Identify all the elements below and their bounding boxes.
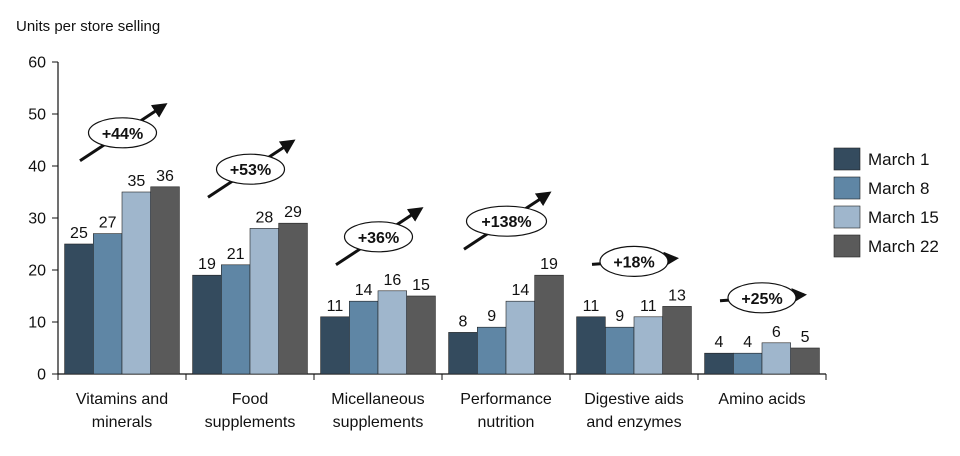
axes: 0 10 20 30 40 50 60 xyxy=(28,55,827,384)
category-label: supplements xyxy=(333,414,424,431)
bar xyxy=(320,316,350,375)
y-axis-label: Units per store selling xyxy=(16,18,160,35)
growth-badge-label: +36% xyxy=(358,230,399,247)
legend-label: March 1 xyxy=(868,150,929,169)
y-tick-label: 40 xyxy=(28,159,46,176)
legend-swatch xyxy=(833,205,861,229)
growth-badge xyxy=(465,205,548,237)
bar-value-label: 9 xyxy=(615,308,624,325)
category-labels: Vitamins and minerals Food supplements Micel… xyxy=(76,391,806,431)
bar-value-label: 6 xyxy=(772,324,781,341)
category-label: Vitamins and xyxy=(76,391,168,408)
legend-swatch xyxy=(833,234,861,258)
bar xyxy=(278,222,308,375)
bar xyxy=(249,228,280,375)
category-label: Micellaneous xyxy=(331,391,424,408)
growth-badge-label: +53% xyxy=(230,162,271,179)
bar xyxy=(704,352,734,375)
category-label: supplements xyxy=(205,414,296,431)
bar-value-label: 4 xyxy=(743,334,752,351)
bar xyxy=(448,332,478,375)
category-label: nutrition xyxy=(478,414,535,431)
growth-badge xyxy=(215,153,286,185)
y-tick-label: 20 xyxy=(28,263,46,280)
bar-value-label: 19 xyxy=(540,256,558,273)
growth-badge-label: +25% xyxy=(741,291,782,308)
bar-value-label: 4 xyxy=(714,334,723,351)
category-label: Performance xyxy=(460,391,552,408)
bar xyxy=(221,264,251,375)
y-tick-label: 30 xyxy=(28,211,46,228)
category-label: minerals xyxy=(92,414,152,431)
bar xyxy=(534,274,564,375)
legend-label: March 8 xyxy=(868,179,929,198)
bar-value-label: 11 xyxy=(640,298,657,315)
growth-badge xyxy=(87,117,158,149)
growth-badge xyxy=(599,245,669,277)
growth-annotations: +44% +53% +36% +138% +18% +25% xyxy=(79,103,807,314)
bar-value-label: 8 xyxy=(458,313,467,330)
bar-value-label: 19 xyxy=(198,256,216,273)
legend-label: March 22 xyxy=(868,237,939,256)
bar xyxy=(761,342,792,375)
bar-value-label: 15 xyxy=(412,277,430,294)
bar-value-label: 5 xyxy=(801,329,810,346)
bar xyxy=(604,326,635,375)
bar xyxy=(192,274,222,375)
bar-value-label: 11 xyxy=(327,298,344,315)
bar-value-label: 28 xyxy=(255,209,273,226)
bar-value-label: 29 xyxy=(284,204,302,221)
bar-value-label: 35 xyxy=(127,173,145,190)
y-tick-label: 50 xyxy=(28,107,46,124)
bar-value-label: 9 xyxy=(487,308,496,325)
legend: March 1 March 8 March 15 March 22 xyxy=(833,147,939,258)
bar xyxy=(64,243,94,375)
legend-label: March 15 xyxy=(868,208,939,227)
bar-value-label: 14 xyxy=(511,282,529,299)
bar-value-label: 13 xyxy=(668,287,686,304)
legend-swatch xyxy=(833,176,861,200)
bar-value-label: 16 xyxy=(383,272,401,289)
bar-value-label: 21 xyxy=(227,246,245,263)
bar xyxy=(121,191,152,375)
bar xyxy=(476,326,507,375)
bar-value-label: 36 xyxy=(156,168,174,185)
bar xyxy=(633,316,664,375)
y-tick-label: 60 xyxy=(28,55,46,72)
bar-value-label: 25 xyxy=(70,225,88,242)
bar xyxy=(406,295,436,375)
bar xyxy=(348,300,379,375)
bar xyxy=(732,352,763,375)
bar xyxy=(662,306,692,375)
legend-swatch xyxy=(833,147,861,171)
category-label: Amino acids xyxy=(718,391,805,408)
value-labels: 25 27 35 36 19 21 28 29 11 14 16 15 8 9 14 19 11 9 11 13 4 4 6… xyxy=(70,168,810,351)
category-label: Digestive aids xyxy=(584,391,684,408)
y-tick-label: 10 xyxy=(28,315,46,332)
bar xyxy=(377,290,408,375)
bar xyxy=(150,186,180,375)
bar xyxy=(790,347,820,375)
bar-value-label: 11 xyxy=(583,298,600,315)
bar xyxy=(93,233,123,375)
growth-badge xyxy=(343,221,414,253)
bars xyxy=(64,186,820,375)
growth-badge-label: +138% xyxy=(481,214,531,231)
category-label: Food xyxy=(232,391,268,408)
growth-badge xyxy=(727,282,797,314)
bar-value-label: 14 xyxy=(355,282,373,299)
bar-value-label: 27 xyxy=(99,215,117,232)
growth-badge-label: +18% xyxy=(613,254,654,271)
bar xyxy=(576,316,606,375)
bar xyxy=(505,300,536,375)
growth-badge-label: +44% xyxy=(102,126,143,143)
category-label: and enzymes xyxy=(586,414,681,431)
y-tick-label: 0 xyxy=(37,367,46,384)
